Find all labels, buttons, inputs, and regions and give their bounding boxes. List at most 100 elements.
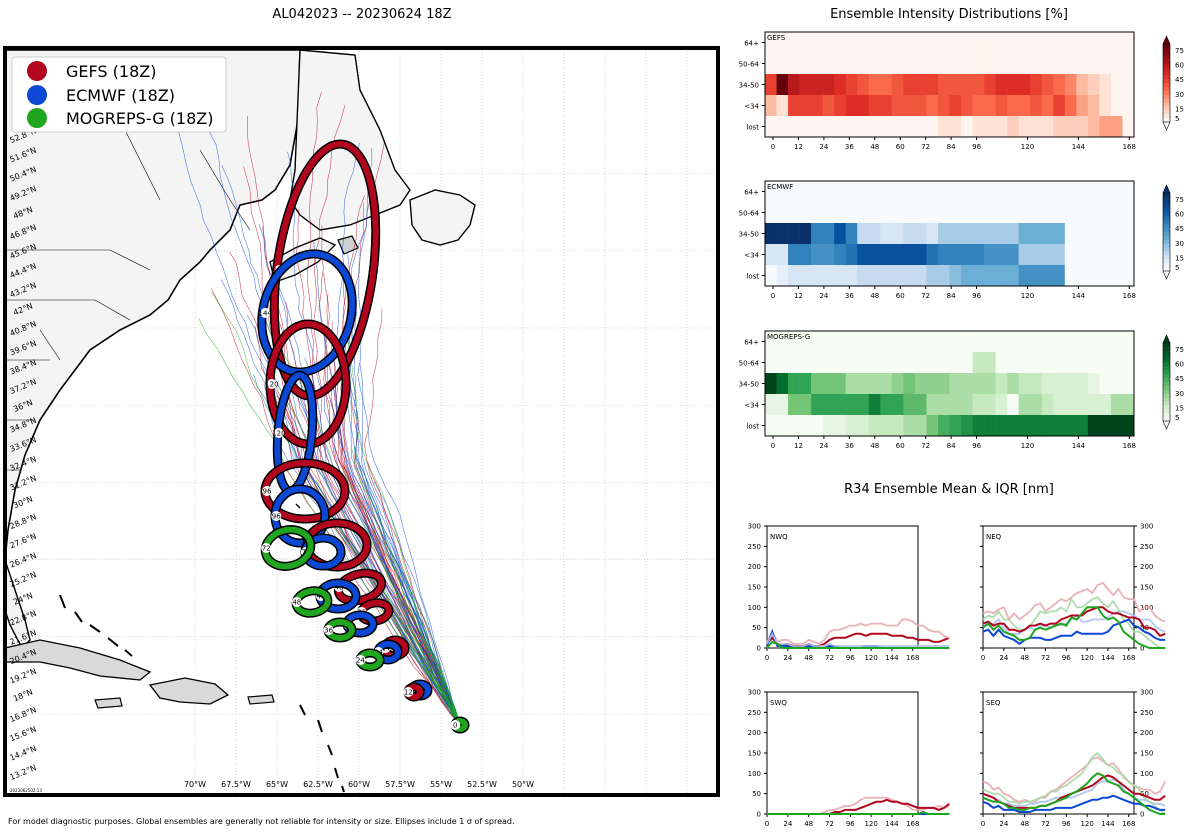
heatmap-cell (914, 331, 927, 353)
heatmap-row-label: 64+ (744, 40, 759, 48)
ecmwf-ellipse-120-label-bg (273, 428, 284, 438)
heatmap-cell (984, 244, 996, 266)
heatmap-cell (811, 223, 823, 245)
r34-x-label: 48 (1020, 654, 1029, 662)
heatmap-cell (1041, 394, 1054, 416)
mogreps-ellipse-48: 48 (291, 586, 333, 618)
heatmap-cell (1064, 116, 1077, 138)
heatmap-cell (1110, 202, 1123, 224)
heatmap-cell (995, 74, 1008, 96)
heatmap-cell (845, 53, 858, 75)
heatmap-cell (961, 74, 973, 96)
lon-label: 65°W (266, 780, 288, 789)
heatmap-cell (949, 202, 962, 224)
heatmap-cell (903, 181, 916, 203)
heatmap-cell (914, 202, 927, 224)
ecmwf-ellipse-144-ring (258, 250, 356, 376)
heatmap-cell (914, 373, 927, 395)
colorbar-swatch (1163, 44, 1170, 49)
heatmap-cell (845, 394, 858, 416)
heatmap-cell (776, 244, 789, 266)
heatmap-cell (1007, 116, 1019, 138)
heatmap-cell (880, 352, 893, 374)
heatmap-cell (1099, 394, 1112, 416)
r34-x-label: 96 (846, 820, 855, 828)
heatmap-cell (949, 352, 962, 374)
heatmap-cell (926, 32, 939, 54)
lon-label: 67.5°W (221, 780, 251, 789)
heatmap-cell (914, 394, 927, 416)
ecmwf-ellipse-120-label: 120 (272, 430, 285, 438)
r34-y-label: 300 (748, 523, 761, 531)
r34-series-line (767, 810, 950, 815)
lon-label: 70°W (184, 780, 206, 789)
heatmap-cell (914, 352, 927, 374)
heatmap-cell (788, 265, 800, 287)
heatmap-cell (834, 394, 847, 416)
heatmap-cell (949, 74, 962, 96)
heatmap-cell (1030, 181, 1043, 203)
heatmap-cell (765, 415, 777, 437)
r34-x-label: 168 (906, 820, 919, 828)
heatmap-cell (1087, 223, 1100, 245)
heatmap-cell (811, 32, 823, 54)
gefs-ellipse-12: 12 (403, 682, 425, 702)
ensemble-track (339, 422, 461, 726)
r34-x-label: 0 (981, 820, 985, 828)
heatmap-cell (1030, 32, 1043, 54)
colorbar-swatch (1163, 208, 1170, 213)
heatmap-cell (1041, 265, 1054, 287)
heatmap-panel-label: GEFS (767, 34, 786, 42)
heatmap-cell (1087, 95, 1100, 117)
heatmap-cell (972, 352, 985, 374)
heatmap-cell (765, 116, 777, 138)
heatmap-cell (891, 116, 904, 138)
heatmap-cell (845, 74, 858, 96)
lesser-antilles (299, 704, 345, 793)
heatmap-x-label: 60 (896, 143, 905, 151)
heatmap-cell (834, 74, 847, 96)
heatmap-cell (1030, 415, 1043, 437)
heatmap-cell (1076, 32, 1089, 54)
hispaniola-land (148, 677, 230, 705)
heatmap-cell (776, 223, 789, 245)
heatmap-cell (1087, 181, 1100, 203)
heatmap-cell (949, 265, 962, 287)
colorbar-swatch (1163, 193, 1170, 198)
r34-y-label: 50 (752, 624, 761, 632)
colorbar-swatch (1163, 98, 1170, 103)
heatmap-cell (822, 331, 835, 353)
ecmwf-ellipse-144-label: 144 (259, 310, 273, 318)
colorbar-swatch (1163, 385, 1170, 391)
heatmap-cell (1053, 223, 1066, 245)
heatmap-cell (914, 181, 927, 203)
colorbar-extend-bottom (1162, 420, 1171, 430)
heatmap-cell (1018, 415, 1031, 437)
lon-label: 62.5°W (303, 780, 333, 789)
heatmap-cell (995, 202, 1008, 224)
heatmap-cell (891, 265, 904, 287)
colorbar-swatch (1163, 102, 1170, 107)
colorbar-swatch (1163, 393, 1170, 399)
heatmap-cell (765, 181, 777, 203)
heatmap-cell (984, 95, 996, 117)
heatmap-cell (1018, 331, 1031, 353)
heatmap-cell (845, 116, 858, 138)
r34-y-label-right: 150 (1140, 584, 1153, 592)
colorbar-swatch (1163, 47, 1170, 53)
heatmap-cell (1018, 244, 1031, 266)
heatmap-cell (857, 32, 870, 54)
colorbar-swatch (1163, 374, 1170, 379)
heatmap-x-label: 24 (819, 442, 828, 450)
heatmap-cell (891, 32, 904, 54)
r34-y-label: 100 (748, 770, 761, 778)
colorbar-swatch (1163, 362, 1170, 367)
heatmap-cell (1122, 352, 1135, 374)
r34-x-label: 96 (1062, 654, 1071, 662)
colorbar-swatch (1163, 228, 1170, 233)
heatmap-cell (1099, 95, 1112, 117)
heatmap-cell (834, 181, 847, 203)
colorbar-extend-bottom (1162, 121, 1171, 131)
r34-x-label: 24 (999, 820, 1008, 828)
heatmap-cell (914, 74, 927, 96)
